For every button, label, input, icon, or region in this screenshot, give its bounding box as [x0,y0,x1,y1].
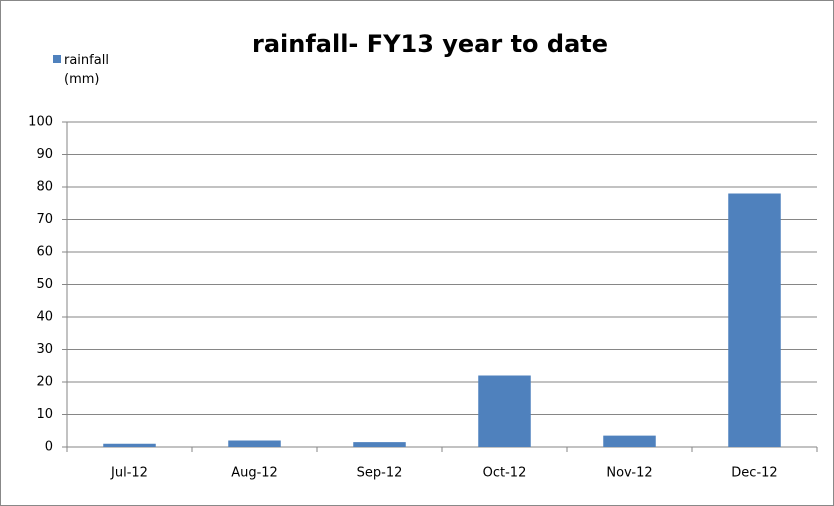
bar [228,440,281,447]
legend: rainfall (mm) [53,51,120,89]
bar [103,443,156,447]
bar [603,435,656,447]
y-tick-label: 90 [36,147,53,162]
chart-title: rainfall- FY13 year to date [252,30,608,58]
bar [353,442,406,447]
y-tick-label: 80 [36,180,53,195]
y-tick-label: 20 [36,375,53,390]
x-tick-label: Nov-12 [606,466,652,481]
x-tick-label: Aug-12 [231,466,278,481]
y-tick-label: 40 [36,310,53,325]
y-tick-label: 70 [36,212,53,227]
bar [728,193,781,447]
bar [478,375,531,447]
y-tick-label: 30 [36,342,53,357]
x-tick-label: Dec-12 [731,466,777,481]
y-tick-label: 60 [36,245,53,260]
x-tick-label: Sep-12 [357,466,403,481]
y-tick-label: 0 [45,440,53,455]
y-tick-label: 10 [36,407,53,422]
legend-swatch [53,55,61,63]
y-tick-label: 100 [28,115,53,130]
x-tick-label: Jul-12 [110,466,148,481]
legend-label: rainfall (mm) [64,53,109,87]
x-tick-label: Oct-12 [483,466,527,481]
y-tick-label: 50 [36,277,53,292]
